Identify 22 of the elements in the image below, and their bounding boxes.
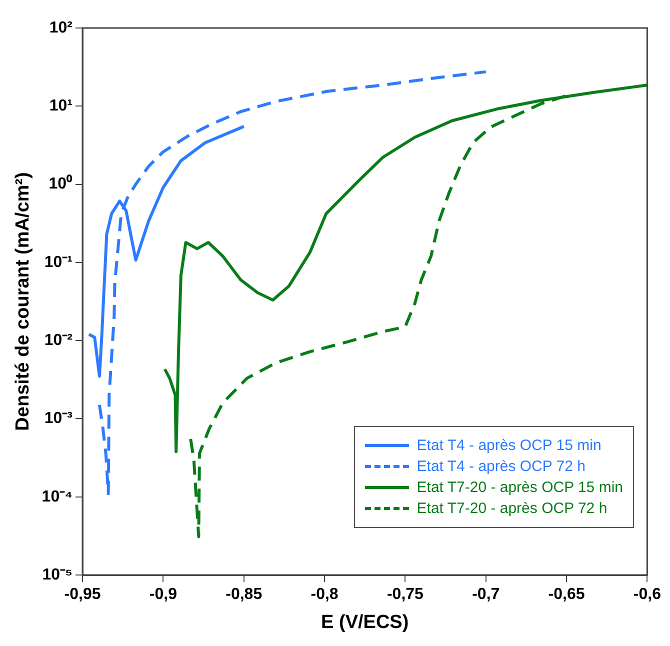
y-tick-label: 10⁻⁴ [42,488,73,506]
y-tick-label: 10⁻¹ [44,254,73,271]
legend-label: Etat T4 - après OCP 15 min [416,437,602,454]
x-tick-label: -0,8 [310,586,338,604]
x-tick-label: -0,95 [64,586,101,604]
y-tick-label: 10² [49,19,73,36]
y-tick-label: 10¹ [49,98,73,115]
x-tick-label: -0,7 [472,586,500,604]
y-tick-label: 10⁻² [44,332,73,349]
x-tick-label: -0,85 [226,586,262,604]
x-tick-label: -0,9 [149,586,178,604]
y-tick-label: 10⁻⁵ [42,566,73,584]
legend-label: Etat T7-20 - après OCP 15 min [416,479,623,496]
x-tick-label: -0,75 [386,586,424,604]
legend-label: Etat T4 - après OCP 72 h [416,458,586,475]
x-axis-title: E (V/ECS) [321,612,409,633]
y-tick-label: 10⁻³ [44,410,73,428]
x-tick-label: -0,65 [548,586,585,604]
legend-label: Etat T7-20 - après OCP 72 h [416,500,608,517]
y-tick-label: 10⁰ [48,174,73,193]
x-tick-label: -0,6 [633,586,662,604]
y-axis-title: Densité de courant (mA/cm²) [12,172,34,431]
